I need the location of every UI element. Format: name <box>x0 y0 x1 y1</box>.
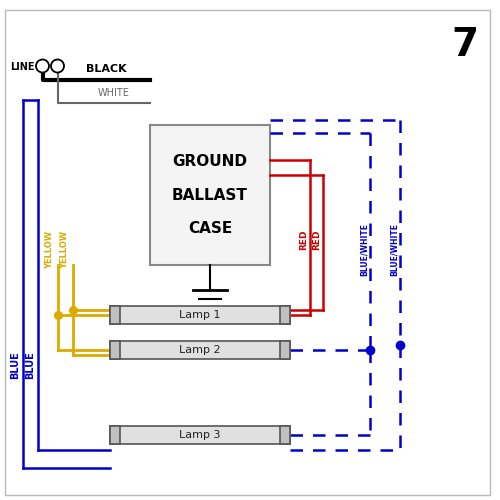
Text: BLACK: BLACK <box>86 64 126 74</box>
Text: LINE: LINE <box>10 62 34 72</box>
Text: Lamp 1: Lamp 1 <box>179 310 221 320</box>
Bar <box>280 341 290 359</box>
Bar <box>110 306 290 324</box>
Bar <box>110 341 120 359</box>
Text: BALLAST: BALLAST <box>172 188 248 202</box>
Text: Lamp 2: Lamp 2 <box>179 345 221 355</box>
Text: BLUE/WHITE: BLUE/WHITE <box>390 224 398 276</box>
Text: BLUE/WHITE: BLUE/WHITE <box>360 224 368 276</box>
Text: 7: 7 <box>452 26 478 64</box>
Text: GROUND: GROUND <box>172 154 248 169</box>
Text: YELLOW: YELLOW <box>60 231 70 269</box>
Bar <box>110 426 120 444</box>
Text: BLUE: BLUE <box>10 351 20 379</box>
Bar <box>280 306 290 324</box>
Text: RED: RED <box>312 230 321 250</box>
Text: CASE: CASE <box>188 221 232 236</box>
Bar <box>110 341 290 359</box>
Bar <box>110 306 120 324</box>
Text: YELLOW: YELLOW <box>46 231 54 269</box>
Bar <box>280 426 290 444</box>
Circle shape <box>36 60 49 72</box>
Text: BLUE: BLUE <box>25 351 35 379</box>
Text: WHITE: WHITE <box>98 88 130 99</box>
Text: RED: RED <box>300 230 308 250</box>
Bar <box>150 125 270 265</box>
Text: Lamp 3: Lamp 3 <box>179 430 221 440</box>
Bar <box>110 426 290 444</box>
Circle shape <box>51 60 64 72</box>
